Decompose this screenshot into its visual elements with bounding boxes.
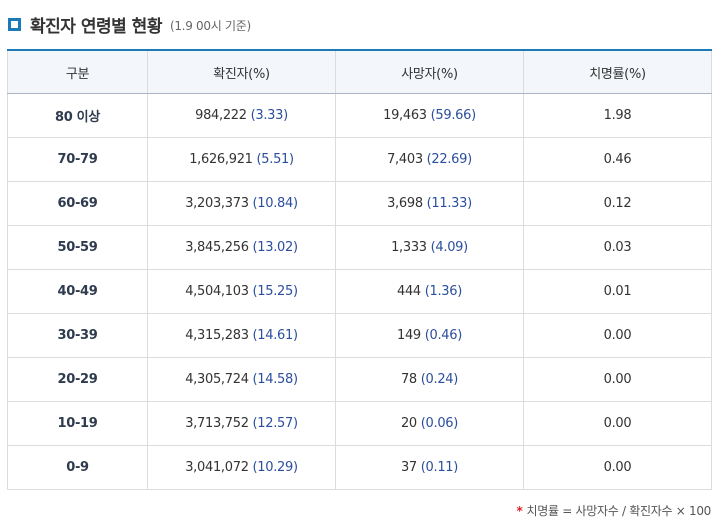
deaths-cell-value: 19,463 [383, 108, 427, 123]
age-group-stats-table: 구분 확진자(%) 사망자(%) 치명률(%) 80 이상 984,222 (3.… [7, 49, 712, 490]
deaths-cell-value: 444 [396, 284, 421, 299]
cases-cell-value: 4,315,283 [185, 328, 249, 343]
cases-cell-percent: (5.51) [256, 152, 295, 167]
fatality-rate-cell: 0.12 [523, 181, 712, 226]
table-row: 10-19 3,713,752 (12.57) 20 (0.06) 0.00 [7, 401, 712, 446]
cases-cell: 4,315,283 (14.61) [147, 313, 336, 358]
table-row: 20-29 4,305,724 (14.58) 78 (0.24) 0.00 [7, 357, 712, 402]
cases-cell: 984,222 (3.33) [147, 93, 336, 138]
footnote-text: 치명률 = 사망자수 / 확진자수 × 100 [526, 504, 712, 518]
fatality-rate-cell: 0.03 [523, 225, 712, 270]
age-group-cell: 50-59 [7, 225, 148, 270]
cases-cell-value: 3,845,256 [185, 240, 249, 255]
deaths-cell-value: 7,403 [387, 152, 423, 167]
cases-cell-value: 3,041,072 [185, 460, 249, 475]
fatality-rate-cell: 0.00 [523, 313, 712, 358]
fatality-rate-cell: 0.46 [523, 137, 712, 182]
footnote: * 치명률 = 사망자수 / 확진자수 × 100 [516, 502, 712, 519]
footnote-marker: * [516, 504, 523, 518]
age-group-cell: 40-49 [7, 269, 148, 314]
deaths-cell-percent: (0.06) [420, 416, 459, 431]
cases-cell: 4,504,103 (15.25) [147, 269, 336, 314]
deaths-cell-value: 149 [396, 328, 421, 343]
deaths-cell-percent: (11.33) [426, 196, 473, 211]
deaths-cell: 20 (0.06) [335, 401, 524, 446]
deaths-cell: 1,333 (4.09) [335, 225, 524, 270]
table-row: 80 이상 984,222 (3.33) 19,463 (59.66) 1.98 [7, 93, 712, 138]
cases-cell-value: 4,305,724 [185, 372, 249, 387]
deaths-cell: 78 (0.24) [335, 357, 524, 402]
column-header-fatality-rate: 치명률(%) [523, 49, 712, 94]
cases-cell: 3,845,256 (13.02) [147, 225, 336, 270]
column-header-age-group: 구분 [7, 49, 148, 94]
cases-cell-percent: (15.25) [252, 284, 299, 299]
cases-cell-value: 984,222 [195, 108, 247, 123]
deaths-cell-value: 37 [400, 460, 417, 475]
deaths-cell-percent: (0.46) [424, 328, 463, 343]
table-row: 40-49 4,504,103 (15.25) 444 (1.36) 0.01 [7, 269, 712, 314]
deaths-cell: 444 (1.36) [335, 269, 524, 314]
deaths-cell: 3,698 (11.33) [335, 181, 524, 226]
cases-cell-percent: (10.84) [252, 196, 299, 211]
cases-cell-percent: (10.29) [252, 460, 299, 475]
deaths-cell: 19,463 (59.66) [335, 93, 524, 138]
column-header-deaths: 사망자(%) [335, 49, 524, 94]
table-header-row: 구분 확진자(%) 사망자(%) 치명률(%) [7, 49, 712, 94]
deaths-cell-value: 20 [400, 416, 417, 431]
deaths-cell-percent: (0.24) [420, 372, 459, 387]
cases-cell-percent: (3.33) [250, 108, 289, 123]
table-row: 30-39 4,315,283 (14.61) 149 (0.46) 0.00 [7, 313, 712, 358]
deaths-cell-value: 3,698 [387, 196, 423, 211]
cases-cell: 3,041,072 (10.29) [147, 445, 336, 490]
cases-cell-value: 1,626,921 [189, 152, 253, 167]
fatality-rate-cell: 0.01 [523, 269, 712, 314]
deaths-cell-percent: (22.69) [426, 152, 473, 167]
cases-cell-value: 4,504,103 [185, 284, 249, 299]
deaths-cell-value: 1,333 [391, 240, 427, 255]
deaths-cell-value: 78 [400, 372, 417, 387]
cases-cell-percent: (14.61) [252, 328, 299, 343]
cases-cell-value: 3,203,373 [185, 196, 249, 211]
deaths-cell: 7,403 (22.69) [335, 137, 524, 182]
table-row: 0-9 3,041,072 (10.29) 37 (0.11) 0.00 [7, 445, 712, 490]
column-header-cases: 확진자(%) [147, 49, 336, 94]
deaths-cell: 149 (0.46) [335, 313, 524, 358]
cases-cell-percent: (14.58) [252, 372, 299, 387]
section-heading: 확진자 연령별 현황 (1.9 00시 기준) [8, 10, 251, 38]
cases-cell-value: 3,713,752 [185, 416, 249, 431]
table-row: 60-69 3,203,373 (10.84) 3,698 (11.33) 0.12 [7, 181, 712, 226]
table-row: 50-59 3,845,256 (13.02) 1,333 (4.09) 0.03 [7, 225, 712, 270]
age-group-cell: 30-39 [7, 313, 148, 358]
fatality-rate-cell: 0.00 [523, 445, 712, 490]
fatality-rate-cell: 1.98 [523, 93, 712, 138]
age-group-cell: 70-79 [7, 137, 148, 182]
deaths-cell-percent: (0.11) [420, 460, 459, 475]
page-subtitle: (1.9 00시 기준) [169, 19, 251, 33]
cases-cell: 1,626,921 (5.51) [147, 137, 336, 182]
age-group-cell: 20-29 [7, 357, 148, 402]
cases-cell: 3,203,373 (10.84) [147, 181, 336, 226]
fatality-rate-cell: 0.00 [523, 357, 712, 402]
cases-cell-percent: (13.02) [252, 240, 299, 255]
cases-cell: 4,305,724 (14.58) [147, 357, 336, 402]
deaths-cell: 37 (0.11) [335, 445, 524, 490]
deaths-cell-percent: (59.66) [430, 108, 477, 123]
deaths-cell-percent: (1.36) [424, 284, 463, 299]
cases-cell: 3,713,752 (12.57) [147, 401, 336, 446]
square-bullet-icon [8, 18, 21, 31]
age-group-cell: 10-19 [7, 401, 148, 446]
age-group-cell: 80 이상 [7, 93, 148, 138]
cases-cell-percent: (12.57) [252, 416, 299, 431]
age-group-cell: 60-69 [7, 181, 148, 226]
table-body: 80 이상 984,222 (3.33) 19,463 (59.66) 1.98 70-… [7, 93, 712, 490]
deaths-cell-percent: (4.09) [430, 240, 469, 255]
page-title: 확진자 연령별 현황 [30, 16, 162, 37]
age-group-cell: 0-9 [7, 445, 148, 490]
fatality-rate-cell: 0.00 [523, 401, 712, 446]
table-row: 70-79 1,626,921 (5.51) 7,403 (22.69) 0.46 [7, 137, 712, 182]
